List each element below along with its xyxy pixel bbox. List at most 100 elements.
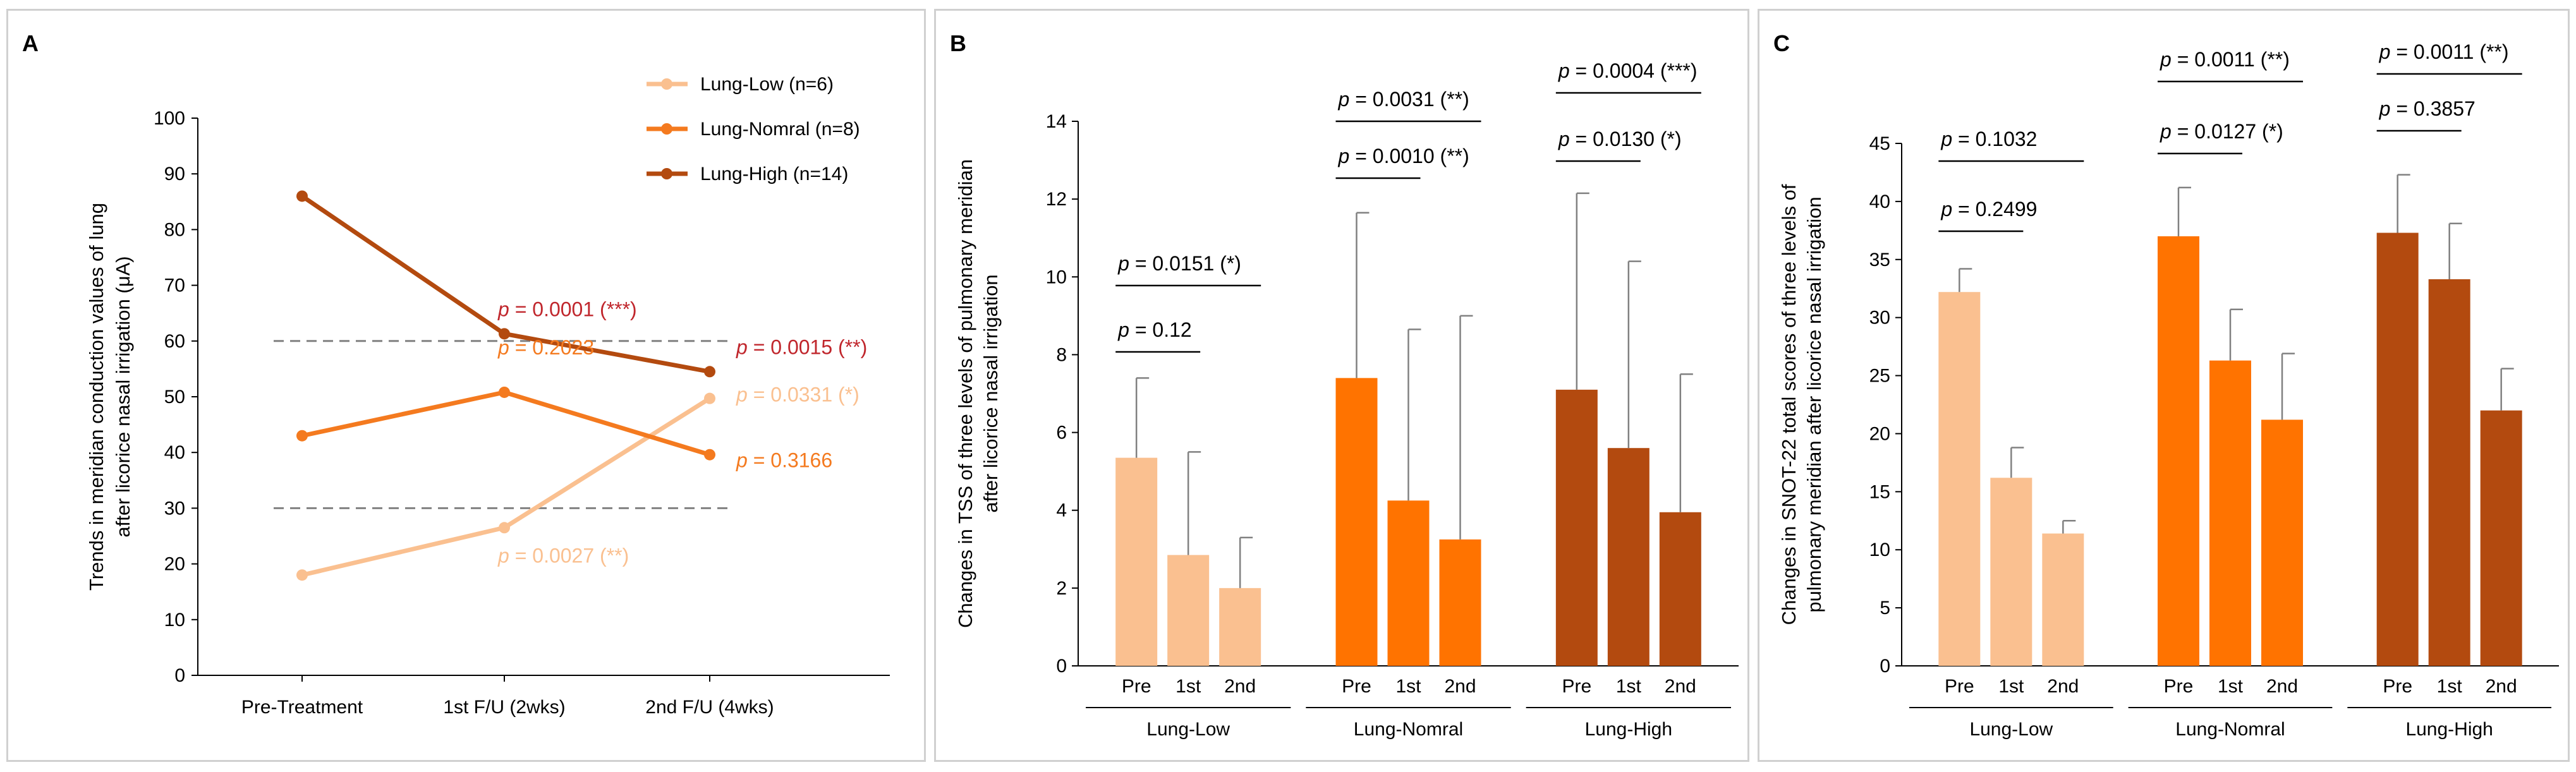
comparison-label: p = 0.0151 (*) bbox=[1117, 252, 1241, 275]
bar-lung-high-2 bbox=[1659, 512, 1701, 666]
legend-marker-2 bbox=[661, 168, 672, 179]
y-tick-label: 8 bbox=[1056, 344, 1067, 365]
x-bar-label: Pre bbox=[2164, 676, 2194, 697]
group-label-lung-nomral: Lung-Nomral bbox=[2175, 719, 2285, 740]
y-tick-label: 25 bbox=[1869, 366, 1890, 387]
group-label-lung-high: Lung-High bbox=[2405, 719, 2493, 740]
comparison-label: p = 0.12 bbox=[1117, 318, 1192, 341]
x-bar-label: 1st bbox=[1998, 676, 2024, 697]
legend-marker-0 bbox=[661, 78, 672, 90]
x-category-label: 2nd F/U (4wks) bbox=[645, 697, 774, 718]
y-tick-label: 30 bbox=[164, 498, 185, 519]
data-point bbox=[296, 190, 308, 202]
y-tick-label: 0 bbox=[174, 665, 185, 686]
bar-lung-high-1 bbox=[2428, 279, 2470, 666]
p-value-annotation-0-p-symbol: p bbox=[497, 298, 509, 320]
legend-marker-1 bbox=[661, 123, 672, 135]
comparison-label-p-symbol: p bbox=[1338, 145, 1350, 167]
comparison-label-p-symbol: p bbox=[1117, 252, 1129, 275]
y-tick-label: 40 bbox=[164, 442, 185, 463]
bar-lung-low-0 bbox=[1938, 292, 1981, 666]
p-value-annotation-4-value: = 0.0331 (*) bbox=[748, 383, 860, 406]
bar-lung-high-2 bbox=[2480, 410, 2522, 666]
p-value-annotation-0-value: = 0.0001 (***) bbox=[509, 298, 637, 320]
comparison-label-value: = 0.0004 (***) bbox=[1570, 59, 1698, 82]
bar-lung-low-1 bbox=[1990, 478, 2032, 666]
comparison-label-p-symbol: p bbox=[1117, 318, 1129, 341]
comparison-label: p = 0.0011 (**) bbox=[2379, 40, 2509, 63]
bar-lung-high-0 bbox=[2376, 232, 2419, 666]
data-point bbox=[296, 569, 308, 581]
series-line-1 bbox=[301, 390, 711, 457]
y-tick-label: 5 bbox=[1880, 598, 1890, 618]
y-tick-label: 10 bbox=[1869, 540, 1890, 560]
comparison-label-value: = 0.0151 (*) bbox=[1129, 252, 1241, 275]
y-tick-label: 2 bbox=[1056, 578, 1067, 599]
data-point bbox=[296, 430, 308, 442]
panel-a-line-chart: A 0 10 20 30 40 50 60 70 80 90 100 Pre-Treatment 1st… bbox=[6, 9, 926, 762]
bar-lung-high-1 bbox=[1607, 448, 1649, 666]
bar-lung-low-2 bbox=[2042, 533, 2084, 666]
y-tick-label: 10 bbox=[164, 610, 185, 630]
data-point bbox=[499, 522, 510, 534]
x-category-label: Pre-Treatment bbox=[241, 697, 363, 718]
p-value-annotation-3-value: = 0.3166 bbox=[748, 449, 832, 472]
y-tick-label: 0 bbox=[1056, 656, 1067, 677]
comparison-label-value: = 0.0011 (**) bbox=[2172, 48, 2290, 71]
comparison-label-p-symbol: p bbox=[2160, 120, 2172, 143]
data-point bbox=[704, 366, 715, 378]
y-axis-title-line-1: Trends in meridian conduction values of … bbox=[85, 203, 107, 591]
comparison-label-value: = 0.0127 (*) bbox=[2172, 120, 2283, 143]
bar-lung-nomral-1 bbox=[2209, 360, 2251, 666]
y-axis-title: Trends in meridian conduction values of … bbox=[85, 203, 134, 591]
x-bar-label: Pre bbox=[1945, 676, 1974, 697]
comparison-label-value: = 0.0010 (**) bbox=[1349, 145, 1469, 167]
p-value-annotation-2-p-symbol: p bbox=[497, 336, 509, 359]
y-axis-title-line-1: Changes in SNOT-22 total scores of three… bbox=[1778, 184, 1800, 625]
p-value-annotation-2-value: = 0.2023 bbox=[509, 336, 594, 359]
y-axis-title-line-1: Changes in TSS of three levels of pulmon… bbox=[954, 159, 976, 628]
x-bar-label: 1st bbox=[1616, 676, 1642, 697]
y-axis-title-line-2: after licorice nasal irrigation bbox=[980, 274, 1002, 512]
panel-b-bar-chart: B 0 2 4 6 8 10 12 14 Changes in TSS of three lev… bbox=[934, 9, 1749, 762]
y-axis-title-line-2: after licorice nasal irrigation (μA) bbox=[112, 256, 134, 537]
p-value-annotation-1-value: = 0.0015 (**) bbox=[748, 335, 867, 358]
p-value-annotation-1: p = 0.0015 (**) bbox=[736, 335, 867, 358]
bar-chart-tss-svg: B 0 2 4 6 8 10 12 14 Changes in TSS of three lev… bbox=[950, 30, 1739, 740]
p-value-annotation-2: p = 0.2023 bbox=[497, 336, 594, 359]
p-value-annotation-4: p = 0.0331 (*) bbox=[736, 383, 860, 406]
comparison-label-value: = 0.12 bbox=[1129, 318, 1192, 341]
y-tick-label: 40 bbox=[1869, 191, 1890, 212]
x-bar-label: Pre bbox=[1122, 676, 1151, 697]
bar-lung-nomral-1 bbox=[1387, 500, 1430, 666]
x-bar-label: 2nd bbox=[2047, 676, 2079, 697]
x-bar-label: 2nd bbox=[2486, 676, 2517, 697]
panel-letter-a: A bbox=[22, 30, 39, 56]
group-label-lung-low: Lung-Low bbox=[1146, 719, 1230, 740]
y-tick-label: 70 bbox=[164, 275, 185, 296]
comparison-label-value: = 0.0031 (**) bbox=[1349, 88, 1469, 111]
y-tick-label: 14 bbox=[1046, 111, 1067, 132]
x-bar-label: Pre bbox=[1342, 676, 1371, 697]
y-tick-label: 20 bbox=[164, 554, 185, 575]
p-value-annotation-4-p-symbol: p bbox=[736, 383, 748, 406]
bar-lung-low-0 bbox=[1115, 457, 1158, 666]
y-tick-label: 12 bbox=[1046, 189, 1067, 210]
p-value-annotation-5-value: = 0.0027 (**) bbox=[509, 544, 629, 567]
x-bar-label: 2nd bbox=[1444, 676, 1476, 697]
comparison-label-p-symbol: p bbox=[2160, 48, 2172, 71]
group-label-lung-nomral: Lung-Nomral bbox=[1354, 719, 1463, 740]
panel-letter-c: C bbox=[1773, 30, 1790, 56]
y-tick-label: 15 bbox=[1869, 481, 1890, 502]
comparison-label: p = 0.0127 (*) bbox=[2160, 120, 2283, 143]
legend-label-2: Lung-High (n=14) bbox=[700, 164, 848, 184]
line-chart-svg: A 0 10 20 30 40 50 60 70 80 90 100 Pre-Treatment 1st… bbox=[22, 30, 890, 718]
bar-lung-low-2 bbox=[1219, 588, 1261, 666]
data-point bbox=[499, 386, 510, 398]
comparison-label-p-symbol: p bbox=[1558, 128, 1570, 150]
p-value-annotation-5-p-symbol: p bbox=[497, 544, 509, 567]
bar-lung-high-0 bbox=[1555, 389, 1598, 666]
comparison-label-p-symbol: p bbox=[2379, 97, 2391, 120]
y-tick-label: 100 bbox=[154, 108, 185, 129]
data-point bbox=[704, 449, 715, 461]
